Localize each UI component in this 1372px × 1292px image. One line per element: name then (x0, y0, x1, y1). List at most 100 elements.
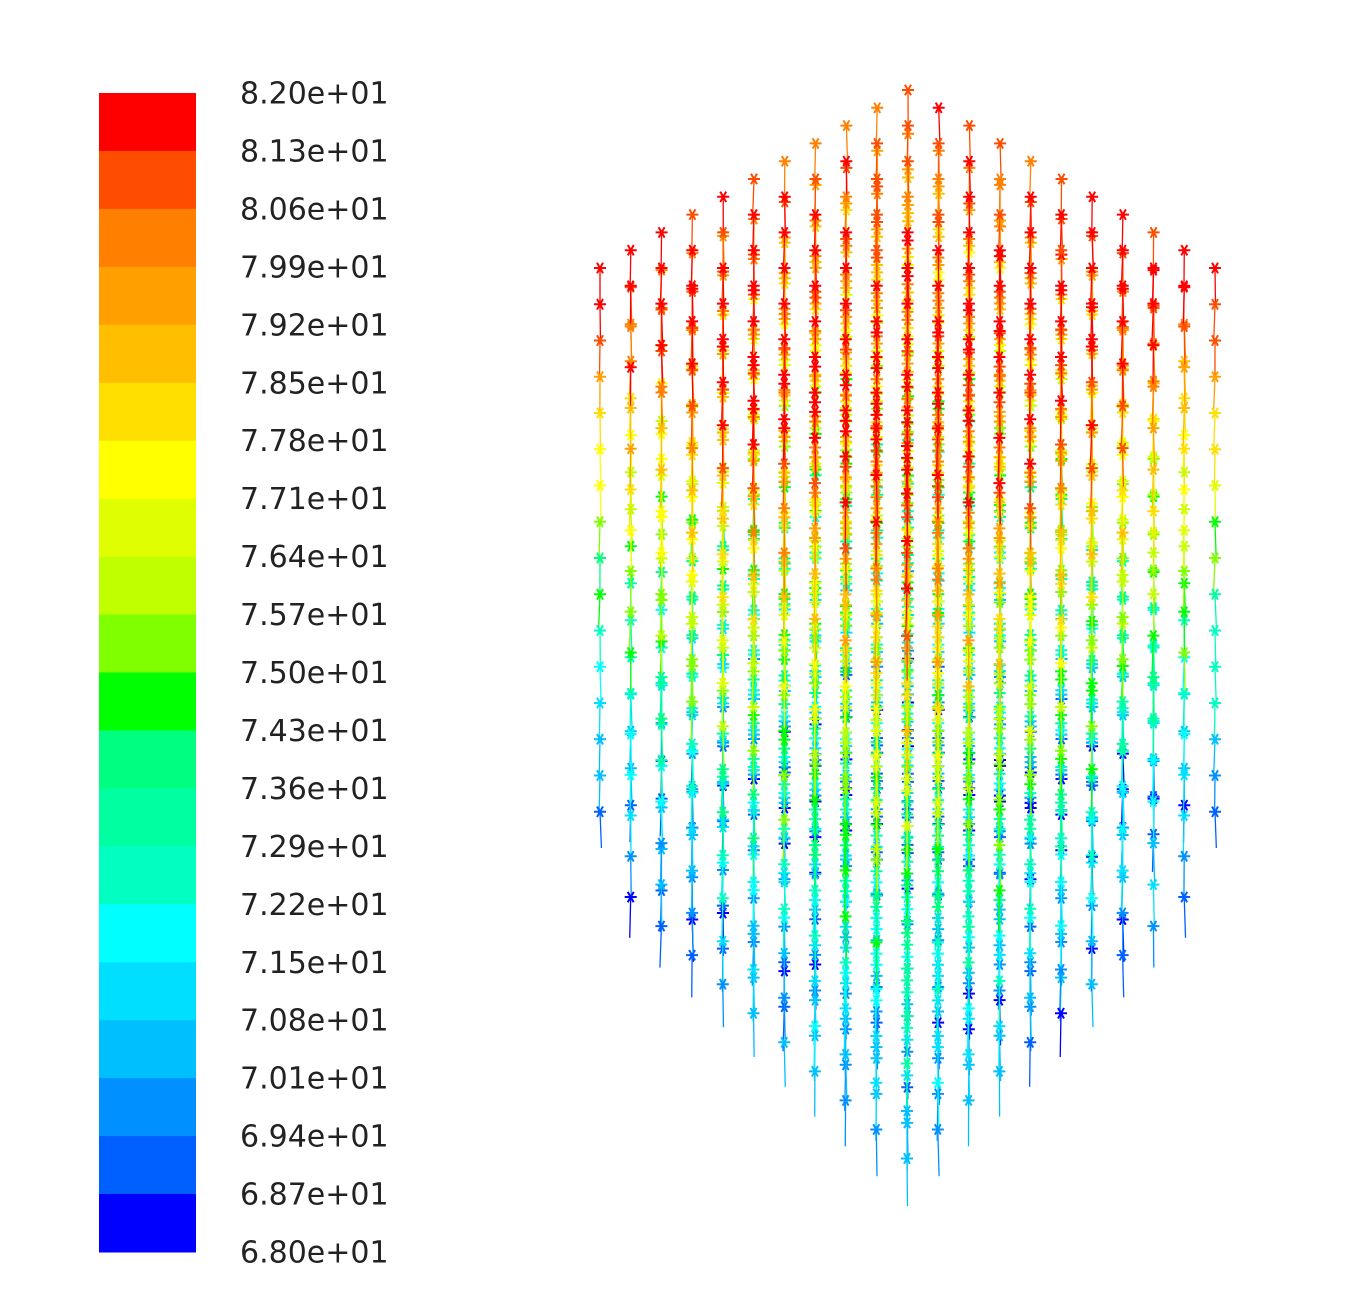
vector-head (1178, 565, 1191, 577)
vector-stem (598, 739, 601, 776)
vector-head (686, 244, 699, 256)
vector-head (839, 588, 852, 601)
vector-stem (691, 321, 694, 364)
vector-head (962, 956, 975, 969)
vector-head (839, 956, 852, 969)
vector-head (962, 1094, 975, 1107)
vector-head (1024, 858, 1037, 870)
vector-stem (1060, 794, 1063, 839)
vector-head (963, 191, 976, 203)
vector-stem (628, 611, 632, 653)
vector-stem (599, 449, 602, 486)
vector-head (870, 609, 883, 621)
tick-label: 7.29e+01 (240, 830, 389, 865)
vector-stem (1151, 469, 1155, 512)
vector-head (716, 935, 729, 947)
vector-stem (783, 997, 786, 1043)
vector-head (778, 413, 791, 425)
vector-head (778, 333, 791, 345)
vector-head (624, 503, 637, 515)
vector-head (870, 562, 883, 575)
vector-stem (844, 410, 848, 457)
vector-stem (629, 250, 632, 288)
vector-stem (598, 521, 601, 559)
vector-stem (935, 428, 939, 475)
vector-head (624, 891, 637, 903)
vector-stem (844, 548, 848, 595)
vector-head (840, 191, 853, 203)
vector-head (624, 483, 637, 496)
vector-stem (967, 410, 971, 457)
vector-head (1055, 657, 1067, 669)
vector-head (1116, 484, 1129, 497)
vector-stem (752, 794, 756, 839)
vector-head (1055, 876, 1067, 888)
vector-head (808, 1065, 821, 1078)
vector-head (778, 297, 791, 310)
vector-head (778, 226, 791, 239)
tick-label: 7.01e+01 (240, 1062, 389, 1097)
vector-head (716, 297, 729, 310)
vector-stem (659, 469, 663, 512)
vector-head (932, 102, 945, 114)
vector-head (901, 677, 913, 690)
vector-stem (906, 1110, 909, 1159)
vector-head (655, 629, 668, 642)
vector-stem (1182, 815, 1185, 857)
vector-stem (629, 693, 632, 735)
vector-head (808, 839, 821, 851)
vector-stem (660, 511, 664, 553)
color-band (99, 1194, 196, 1253)
vector-stem (843, 824, 847, 871)
vector-head (1147, 546, 1160, 559)
vector-head (747, 482, 760, 494)
vector-head (1147, 837, 1160, 849)
vector-head (624, 280, 637, 292)
color-band (99, 440, 196, 500)
vector-head (963, 119, 976, 132)
vector-stem (905, 588, 908, 637)
vector-stem (843, 962, 847, 1009)
vector-head (594, 443, 606, 455)
vector-head (839, 680, 852, 693)
vector-head (1209, 407, 1221, 419)
vector-stem (843, 686, 847, 733)
vector-head (1024, 369, 1037, 381)
vector-head (594, 769, 606, 782)
vector-stem (936, 356, 939, 404)
vector-head (1178, 891, 1191, 903)
vector-head (594, 806, 606, 818)
vector-stem (905, 968, 908, 1017)
vector-head (901, 440, 913, 452)
vector-head (716, 806, 729, 818)
vector-head (839, 818, 852, 831)
vector-head (1147, 463, 1160, 476)
vector-stem (1121, 214, 1124, 254)
vector-head (1209, 697, 1221, 709)
vector-head (1086, 262, 1098, 274)
vector-head (686, 484, 699, 497)
vector-head (808, 1020, 821, 1032)
vector-stem (937, 848, 940, 896)
vector-head (1147, 795, 1160, 808)
vector-head (870, 469, 883, 481)
vector-head (931, 1077, 944, 1089)
vector-head (993, 567, 1006, 580)
vector-head (624, 850, 637, 862)
vector-stem (630, 326, 633, 368)
vector-stem (1090, 683, 1093, 727)
vector-head (1055, 920, 1067, 932)
vector-stem (843, 870, 847, 917)
vector-head (901, 297, 914, 310)
vector-head (1024, 903, 1037, 915)
vector-stem (722, 812, 725, 856)
vector-head (594, 298, 606, 310)
vector-head (931, 609, 944, 621)
tick-label: 7.78e+01 (240, 424, 389, 459)
vector-head (1209, 624, 1221, 637)
vector-head (808, 929, 821, 942)
vector-stem (875, 1129, 878, 1177)
tick-label: 7.85e+01 (240, 366, 389, 401)
vector-head (1024, 333, 1037, 345)
vector-stem (1029, 641, 1032, 687)
